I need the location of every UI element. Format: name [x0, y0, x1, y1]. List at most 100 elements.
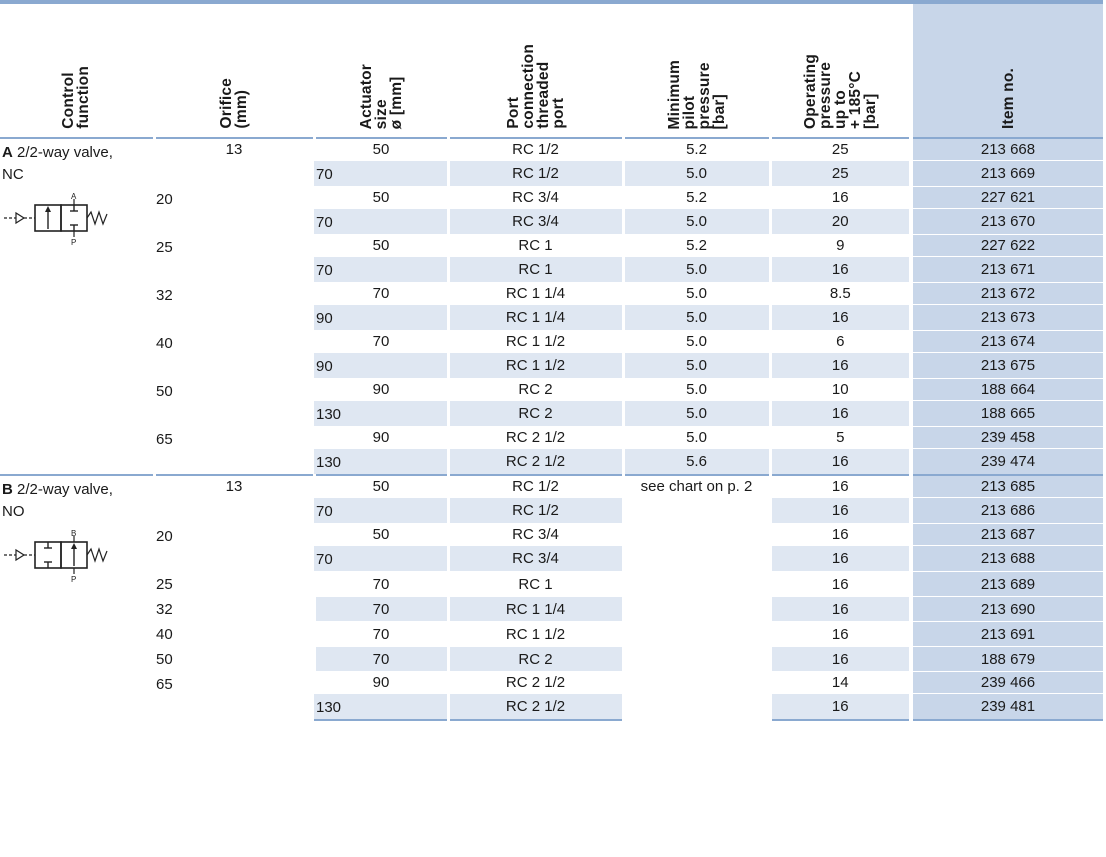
operating-cell: 16: [768, 596, 911, 622]
port-cell: RC 1: [446, 234, 623, 257]
actuator-cell: 90: [314, 304, 448, 331]
item-no-cell: 213 668: [909, 137, 1103, 161]
actuator-cell: 70: [312, 330, 448, 353]
table-row: 20 50 RC 3/4 16 213 687: [0, 523, 1103, 572]
control-function-state: NC: [2, 166, 24, 183]
table-row: 130 RC 2 1/2 16 239 481: [0, 693, 1103, 721]
operating-cell: 16: [768, 448, 911, 476]
port-cell: RC 3/4: [446, 208, 623, 235]
no-valve-symbol-icon: BP: [4, 529, 108, 583]
table-row: 25 50 RC 1 5.2 9 227 622: [0, 234, 1103, 283]
table-row: 40 70 RC 1 1/2 5.0 6 213 674: [0, 330, 1103, 379]
nc-valve-symbol-icon: AP: [4, 192, 108, 246]
item-no-cell: 188 664: [909, 378, 1103, 401]
item-no-cell: 213 675: [909, 352, 1103, 379]
operating-cell: 16: [768, 621, 911, 647]
item-no-cell: 188 665: [909, 400, 1103, 427]
item-no-cell: 213 673: [909, 304, 1103, 331]
table-row: 70 RC 1/2 16 213 686: [0, 497, 1103, 524]
svg-text:P: P: [71, 238, 76, 246]
header-orifice: Orifice (mm): [152, 0, 314, 139]
operating-cell: 5: [768, 426, 911, 449]
item-no-cell: 213 689: [909, 571, 1103, 597]
actuator-cell: 130: [314, 448, 448, 476]
operating-cell: 9: [768, 234, 911, 257]
svg-text:A: A: [71, 192, 77, 201]
header-label: Actuator size ø [mm]: [357, 63, 405, 129]
min-pilot-cell: 5.2: [621, 137, 770, 161]
item-no-cell: 213 688: [909, 545, 1103, 572]
orifice-cell: 32: [154, 282, 314, 331]
table-row: 40 70 RC 1 1/2 16 213 691: [0, 621, 1103, 647]
actuator-cell: 50: [312, 186, 448, 209]
actuator-cell: 70: [314, 256, 448, 283]
item-no-cell: 227 621: [909, 186, 1103, 209]
orifice-cell: 20: [154, 186, 314, 235]
orifice-cell: 13: [152, 474, 314, 524]
table-row: B 2/2-way valve, NO B P 13 50 RC 1/2 see chart …: [0, 474, 1103, 720]
port-cell: RC 1 1/2: [446, 621, 623, 647]
orifice-cell: 65: [154, 426, 314, 475]
orifice-cell: 13: [152, 137, 314, 187]
orifice-cell: 40: [154, 621, 314, 647]
item-no-cell: 239 481: [909, 693, 1103, 721]
min-pilot-cell: 5.0: [621, 160, 770, 187]
min-pilot-cell: 5.0: [621, 352, 770, 379]
item-no-cell: 213 686: [909, 497, 1103, 524]
operating-cell: 16: [768, 474, 911, 498]
actuator-cell: 70: [312, 571, 448, 597]
min-pilot-note: see chart on p. 2: [621, 474, 770, 720]
port-cell: RC 1 1/2: [446, 330, 623, 353]
item-no-cell: 213 674: [909, 330, 1103, 353]
table-row: 70 RC 3/4 16 213 688: [0, 545, 1103, 572]
header-label: Control function: [60, 66, 93, 129]
table-row: 70 RC 1/2 5.0 25 213 669: [0, 160, 1103, 187]
item-no-cell: 213 691: [909, 621, 1103, 647]
table-row: 65 90 RC 2 1/2 14 239 466: [0, 671, 1103, 720]
header-label: Minimum pilot pressure [bar]: [665, 59, 728, 129]
actuator-cell: 70: [312, 282, 448, 305]
svg-text:B: B: [71, 529, 76, 538]
min-pilot-cell: 5.0: [621, 208, 770, 235]
port-cell: RC 1: [446, 256, 623, 283]
operating-cell: 16: [768, 352, 911, 379]
header-min-pilot: Minimum pilot pressure [bar]: [621, 0, 770, 139]
table-row: 25 70 RC 1 16 213 689: [0, 571, 1103, 597]
control-function-text: 2/2-way valve,: [12, 144, 113, 161]
operating-cell: 8.5: [768, 282, 911, 305]
item-no-cell: 213 690: [909, 596, 1103, 622]
control-function-label: B 2/2-way valve,: [2, 479, 151, 501]
port-cell: RC 1 1/4: [446, 304, 623, 331]
port-cell: RC 1/2: [446, 137, 623, 161]
min-pilot-cell: 5.0: [621, 330, 770, 353]
min-pilot-cell: 5.2: [621, 186, 770, 209]
actuator-cell: 70: [312, 621, 448, 647]
port-cell: RC 3/4: [446, 545, 623, 572]
port-cell: RC 1 1/4: [446, 282, 623, 305]
operating-cell: 16: [768, 646, 911, 672]
item-no-cell: 188 679: [909, 646, 1103, 672]
item-no-cell: 213 687: [909, 523, 1103, 546]
svg-text:P: P: [71, 575, 76, 583]
table-row: 65 90 RC 2 1/2 5.0 5 239 458: [0, 426, 1103, 475]
actuator-cell: 90: [312, 426, 448, 449]
min-pilot-cell: 5.0: [621, 426, 770, 449]
operating-cell: 16: [768, 571, 911, 597]
actuator-cell: 90: [314, 352, 448, 379]
item-no-cell: 213 670: [909, 208, 1103, 235]
min-pilot-cell: 5.0: [621, 400, 770, 427]
header-label: Operating pressure up to + 185°C [bar]: [801, 53, 879, 129]
operating-cell: 16: [768, 497, 911, 524]
operating-cell: 16: [768, 693, 911, 721]
actuator-cell: 50: [312, 474, 448, 498]
header-actuator: Actuator size ø [mm]: [312, 0, 448, 139]
operating-cell: 16: [768, 400, 911, 427]
header-row: Control function Orifice (mm) Actuator s…: [0, 0, 1103, 139]
item-no-cell: 213 671: [909, 256, 1103, 283]
actuator-cell: 70: [314, 208, 448, 235]
port-cell: RC 1 1/2: [446, 352, 623, 379]
actuator-cell: 70: [314, 160, 448, 187]
operating-cell: 16: [768, 304, 911, 331]
control-function-letter: B: [2, 481, 13, 498]
header-port: Port connection threaded port: [446, 0, 623, 139]
